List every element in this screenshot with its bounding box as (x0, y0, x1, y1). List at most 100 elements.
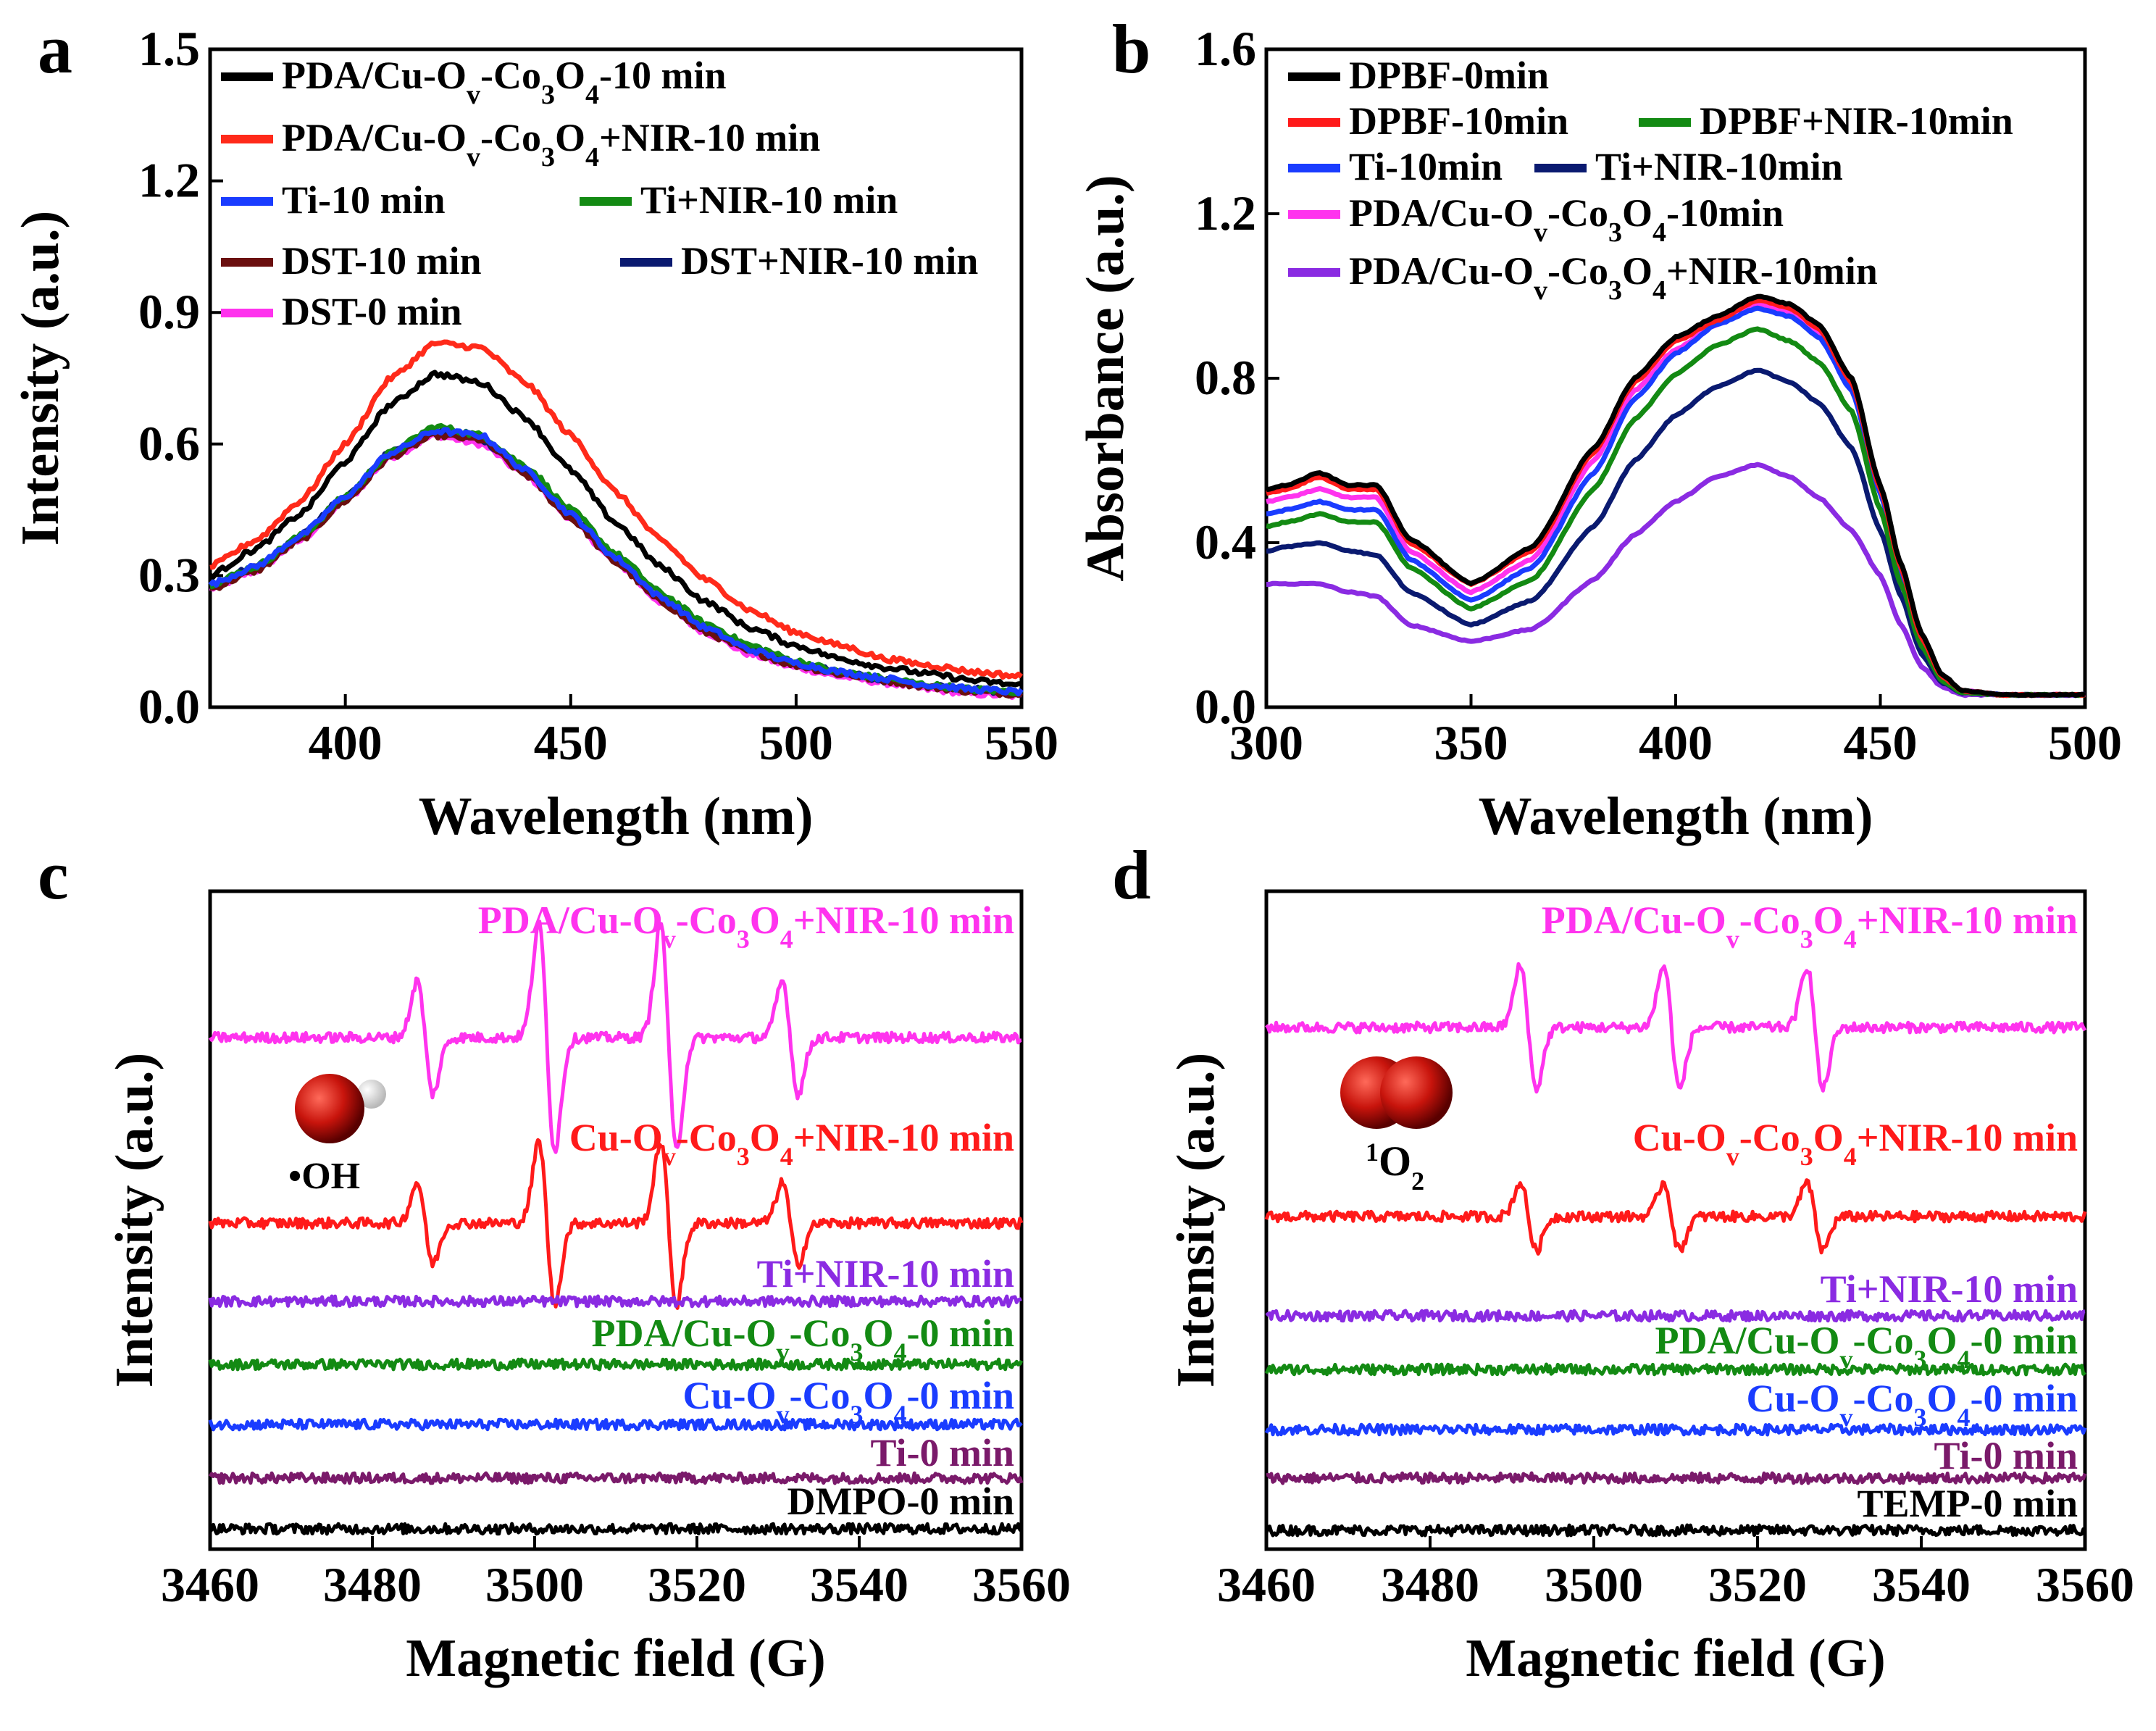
x-axis-title: Magnetic field (G) (406, 1629, 826, 1688)
legend-entry: PDA/Cu-Ov-Co3O4+NIR-10min (1349, 249, 1878, 306)
y-tick-label: 1.2 (138, 153, 200, 208)
annotation-hydroxyl: •OH (288, 1156, 360, 1197)
series-line (208, 427, 1024, 697)
spectrum-line (208, 919, 1022, 1154)
x-tick-label: 3520 (648, 1557, 746, 1612)
legend-entry: Ti-10 min (282, 178, 446, 222)
spectrum-line (1266, 1471, 2087, 1485)
legend-entry: DPBF-10min (1349, 99, 1568, 143)
y-tick-label: 0.8 (1195, 350, 1256, 405)
x-tick-label: 3460 (1217, 1557, 1316, 1612)
spectrum-line (1264, 1178, 2087, 1256)
x-tick-label: 500 (759, 715, 833, 770)
legend-entry: Ti+NIR-10min (1595, 145, 1843, 188)
x-axis-title: Wavelength (nm) (419, 787, 814, 846)
spectrum-label: Ti-0 min (1934, 1434, 2078, 1477)
legend-entry: DPBF-0min (1349, 54, 1549, 97)
spectrum-line (208, 1138, 1024, 1310)
legend-entry: DST+NIR-10 min (681, 239, 978, 283)
x-tick-label: 450 (534, 715, 608, 770)
series-line (1266, 293, 2086, 698)
spectrum-line (208, 1294, 1022, 1309)
plot-frame (1264, 889, 2087, 1551)
x-tick-label: 3460 (161, 1557, 259, 1612)
series-line (209, 370, 1022, 688)
x-axis-title: Wavelength (nm) (1479, 787, 1873, 846)
spectrum-line (209, 1522, 1023, 1536)
y-tick-label: 0.6 (138, 416, 200, 471)
panel-label-a: a (38, 10, 72, 88)
legend-entry: PDA/Cu-Ov-Co3O4-10min (1349, 191, 1784, 248)
spectrum-label: TEMP-0 min (1858, 1482, 2078, 1525)
y-axis-title: Intensity (a.u.) (11, 211, 70, 546)
spectrum-label: Ti-0 min (870, 1431, 1014, 1475)
panel-d-chart: 3460 3480 3500 3520 3540 3560 Magnetic field (… (1166, 889, 2134, 1688)
annotation-singlet-oxygen: 1O2 (1366, 1138, 1424, 1196)
panel-a-chart: 400 450 500 550 0.0 0.3 0.6 0.9 1.2 1.5 Wavelength… (11, 21, 1058, 846)
spectrum-line (1264, 1422, 2087, 1437)
spectrum-line (1265, 1309, 2086, 1323)
y-axis-title: Intensity (a.u.) (1166, 1053, 1226, 1388)
panel-label-c: c (38, 836, 69, 914)
spectrum-label: Ti+NIR-10 min (1821, 1267, 2078, 1311)
legend-entry: DST-0 min (282, 290, 462, 333)
y-axis-title: Intensity (a.u.) (105, 1053, 164, 1388)
x-tick-label: 3540 (1872, 1557, 1971, 1612)
legend-entry: Ti-10min (1349, 145, 1503, 188)
legend-entry: PDA/Cu-Ov-Co3O4-10 min (282, 54, 727, 110)
x-tick-label: 3520 (1708, 1557, 1807, 1612)
spectrum-line (1265, 962, 2087, 1094)
legend-entry: PDA/Cu-Ov-Co3O4+NIR-10 min (282, 116, 820, 172)
x-tick-label: 3540 (810, 1557, 908, 1612)
x-tick-label: 350 (1434, 715, 1508, 770)
legend-entry: Ti+NIR-10 min (640, 178, 898, 222)
y-axis-title: Absorbance (a.u.) (1076, 175, 1135, 581)
spectrum-label: DMPO-0 min (787, 1480, 1014, 1523)
spectrum-line (208, 1357, 1024, 1372)
legend-entry: DPBF+NIR-10min (1700, 99, 2013, 143)
series-line (209, 339, 1024, 680)
singlet-oxygen-molecule-icon (1340, 1056, 1453, 1129)
spectrum-line (1264, 1362, 2086, 1377)
panel-label-b: b (1112, 10, 1150, 88)
y-tick-label: 0.0 (1195, 679, 1256, 734)
panel-label-d: d (1112, 836, 1150, 914)
y-tick-label: 1.2 (1195, 185, 1256, 241)
x-tick-label: 3480 (323, 1557, 422, 1612)
series-line (1266, 326, 2086, 698)
y-tick-label: 1.5 (138, 21, 200, 76)
spectrum-label: Cu-Ov-Co3O4+NIR-10 min (1633, 1116, 2078, 1171)
x-axis-title: Magnetic field (G) (1466, 1629, 1886, 1688)
x-tick-label: 550 (985, 715, 1058, 770)
hydroxyl-radical-molecule-icon (295, 1074, 386, 1143)
spectrum-label: Cu-Ov-Co3O4-0 min (1746, 1377, 2078, 1432)
plot-frame (208, 47, 1024, 709)
x-tick-label: 3480 (1381, 1557, 1479, 1612)
spectrum-label: Ti+NIR-10 min (757, 1252, 1014, 1296)
panel-b-chart: 300 350 400 450 500 0.0 0.4 0.8 1.2 1.6 Wavelength… (1076, 21, 2122, 846)
y-tick-label: 0.0 (138, 679, 200, 734)
x-tick-label: 450 (1844, 715, 1918, 770)
spectrum-label: PDA/Cu-Ov-Co3O4+NIR-10 min (478, 898, 1014, 954)
spectrum-label: PDA/Cu-Ov-Co3O4-0 min (592, 1311, 1015, 1367)
y-tick-label: 0.3 (138, 547, 200, 602)
x-tick-label: 400 (309, 715, 383, 770)
x-tick-label: 500 (2048, 715, 2122, 770)
y-tick-label: 0.9 (138, 284, 200, 339)
x-tick-label: 3560 (2036, 1557, 2134, 1612)
spectrum-label: PDA/Cu-Ov-Co3O4+NIR-10 min (1542, 898, 2078, 954)
x-tick-label: 3560 (972, 1557, 1071, 1612)
spectrum-line (208, 1417, 1023, 1432)
y-tick-label: 0.4 (1195, 514, 1256, 570)
series-line (1266, 462, 2086, 698)
y-tick-label: 1.6 (1195, 21, 1256, 76)
x-tick-label: 400 (1639, 715, 1713, 770)
spectrum-line (1264, 1523, 2087, 1538)
spectrum-label: Cu-Ov-Co3O4+NIR-10 min (569, 1116, 1014, 1171)
spectrum-line (208, 1471, 1024, 1485)
x-tick-label: 300 (1229, 715, 1303, 770)
legend-entry: DST-10 min (282, 239, 482, 283)
x-tick-label: 3500 (485, 1557, 584, 1612)
x-tick-label: 3500 (1545, 1557, 1643, 1612)
